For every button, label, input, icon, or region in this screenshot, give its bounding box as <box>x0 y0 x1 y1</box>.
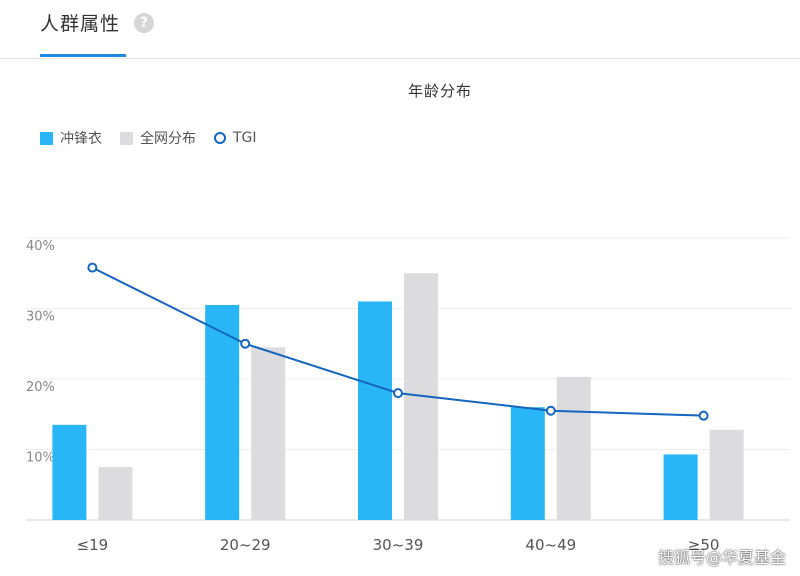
watermark: 搜狐号@华夏基金 <box>657 548 786 567</box>
bar-series-1 <box>663 454 698 520</box>
legend-marker-series-3 <box>214 132 226 144</box>
x-tick-label: ≥50 <box>688 536 720 554</box>
legend-label-series-1: 冲锋衣 <box>60 131 102 147</box>
help-icon[interactable]: ? <box>134 13 154 33</box>
legend-item-series-1[interactable]: 冲锋衣 <box>40 128 102 148</box>
bar-series-1 <box>510 407 545 520</box>
tab-crowd-attributes[interactable]: 人群属性 <box>40 13 121 35</box>
chart-legend: 冲锋衣 全网分布 TGI <box>40 128 275 148</box>
x-tick-label: 30~39 <box>373 536 424 554</box>
x-tick-label: ≤19 <box>77 536 109 554</box>
bar-series-2 <box>556 376 591 520</box>
bar-series-1 <box>52 424 87 520</box>
tgi-point <box>393 388 403 399</box>
tab-bar: 人群属性 ? <box>0 0 800 59</box>
x-tick-label: 40~49 <box>525 536 576 554</box>
bar-series-2 <box>98 467 133 520</box>
tgi-point <box>87 262 98 273</box>
legend-item-series-3[interactable]: TGI <box>214 130 257 146</box>
bar-series-1 <box>205 304 240 520</box>
legend-swatch-series-2 <box>120 131 133 145</box>
tgi-point <box>545 405 556 416</box>
tgi-point <box>240 338 251 349</box>
y-tick-label: 40% <box>26 239 55 254</box>
x-tick-label: 20~29 <box>220 536 271 554</box>
legend-item-series-2[interactable]: 全网分布 <box>120 128 196 148</box>
y-tick-label: 10% <box>26 451 55 466</box>
legend-label-series-3: TGI <box>233 130 257 146</box>
bar-series-2 <box>251 347 286 520</box>
legend-label-series-2: 全网分布 <box>140 131 196 147</box>
y-tick-label: 20% <box>26 380 55 395</box>
chart-title: 年龄分布 <box>407 82 472 100</box>
bar-series-1 <box>358 301 392 520</box>
legend-swatch-series-1 <box>40 131 53 145</box>
bar-series-2 <box>709 429 744 520</box>
tgi-point <box>698 410 709 421</box>
y-tick-label: 30% <box>26 310 55 325</box>
tab-active-underline <box>40 54 126 57</box>
